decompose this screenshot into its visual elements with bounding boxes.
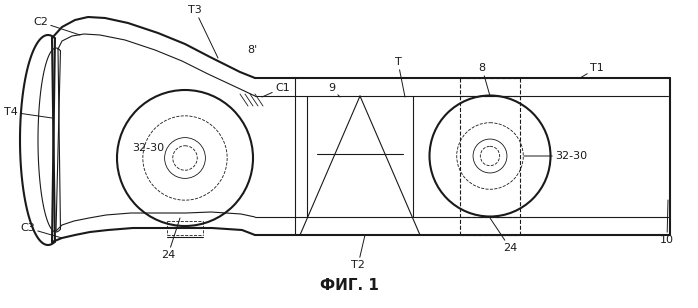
Text: C2: C2 bbox=[33, 17, 80, 35]
Text: 10: 10 bbox=[660, 200, 674, 245]
Text: 8': 8' bbox=[247, 45, 257, 55]
Text: 24: 24 bbox=[490, 218, 517, 253]
Text: Т4: Т4 bbox=[4, 107, 52, 118]
Text: Т: Т bbox=[394, 57, 405, 97]
Text: Т2: Т2 bbox=[351, 235, 365, 270]
Text: ФИГ. 1: ФИГ. 1 bbox=[320, 278, 378, 293]
Text: 8: 8 bbox=[478, 63, 490, 96]
Text: Т3: Т3 bbox=[188, 5, 218, 58]
Text: 24: 24 bbox=[161, 218, 180, 260]
Text: С1: С1 bbox=[262, 83, 290, 97]
Text: 9: 9 bbox=[328, 83, 340, 97]
Text: С3: С3 bbox=[20, 223, 62, 238]
Text: Т1: Т1 bbox=[580, 63, 604, 78]
Text: 32-30: 32-30 bbox=[524, 151, 587, 161]
Text: 32-30: 32-30 bbox=[132, 143, 164, 153]
